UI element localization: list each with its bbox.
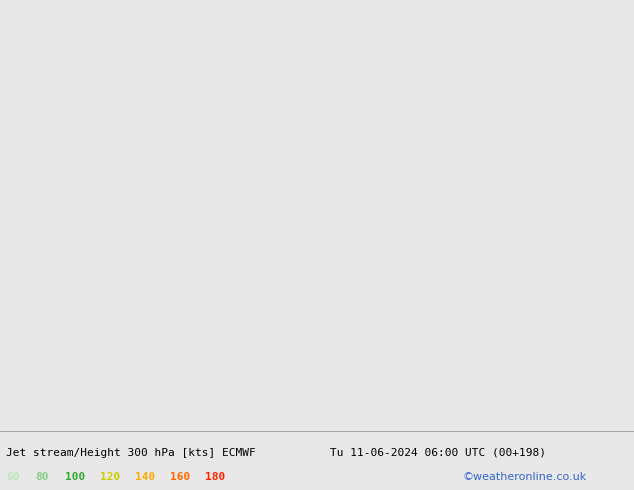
Text: 160: 160 bbox=[170, 472, 190, 482]
Text: 120: 120 bbox=[100, 472, 120, 482]
Text: Jet stream/Height 300 hPa [kts] ECMWF: Jet stream/Height 300 hPa [kts] ECMWF bbox=[6, 448, 256, 458]
Text: 80: 80 bbox=[35, 472, 48, 482]
Text: 180: 180 bbox=[205, 472, 225, 482]
Text: 60: 60 bbox=[6, 472, 20, 482]
Text: Tu 11-06-2024 06:00 UTC (00+198): Tu 11-06-2024 06:00 UTC (00+198) bbox=[330, 448, 546, 458]
Text: ©weatheronline.co.uk: ©weatheronline.co.uk bbox=[463, 472, 587, 482]
Text: 140: 140 bbox=[135, 472, 155, 482]
Text: 100: 100 bbox=[65, 472, 86, 482]
